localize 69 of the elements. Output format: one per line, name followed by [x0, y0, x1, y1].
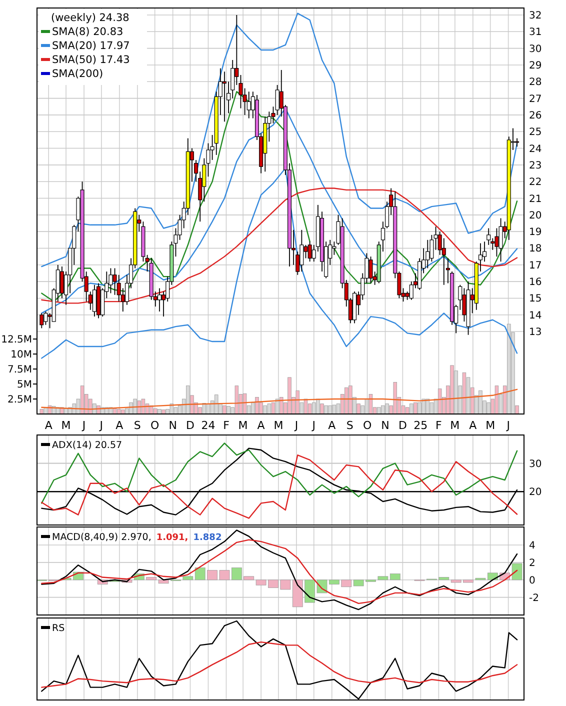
annotation: 1.882	[193, 533, 222, 543]
x-tick-label: J	[506, 419, 510, 432]
legend-label: SMA(8) 20.83	[52, 26, 124, 38]
y-tick-label: 31	[529, 27, 542, 38]
x-tick-label: 24	[201, 419, 216, 432]
y-tick-label: 0	[529, 575, 536, 586]
x-tick-label: 25	[414, 419, 428, 432]
legend-label: RS	[52, 623, 65, 634]
y-tick-label: 15	[529, 294, 542, 305]
y-tick-label: 13	[529, 327, 542, 338]
x-tick-label: J	[81, 419, 86, 432]
x-tick-label: J	[294, 419, 298, 432]
x-tick-label: M	[238, 419, 248, 432]
y-tick-label: 24	[529, 144, 542, 155]
y2-tick-label: 5M	[17, 380, 32, 391]
x-tick-label: F	[436, 419, 442, 432]
legend-label: MACD(8,40,9) 2.970,	[52, 532, 152, 543]
y-tick-label: 26	[529, 110, 542, 122]
x-tick-label: F	[223, 419, 230, 432]
x-tick-label: N	[168, 419, 177, 432]
y2-tick-label: 2.5M	[7, 394, 32, 406]
y-tick-label: 18	[529, 244, 542, 255]
legend-label: SMA(50) 17.43	[52, 54, 130, 66]
y-tick-label: 32	[529, 10, 542, 22]
x-tick-label: J	[98, 419, 104, 432]
y-tick-label: 30	[529, 44, 542, 55]
y-tick-label: 27	[529, 94, 542, 105]
y-tick-label: 19	[529, 227, 542, 238]
y-tick-label: 30	[529, 458, 542, 470]
y-tick-label: 22	[529, 177, 542, 188]
x-tick-label: A	[44, 419, 53, 432]
x-tick-label: M	[450, 419, 460, 432]
x-tick-label: A	[469, 419, 478, 432]
y-tick-label: 29	[529, 60, 542, 72]
legend-label: ADX(14) 20.57	[52, 440, 122, 451]
y-tick-label: 20	[529, 210, 542, 222]
x-tick-label: O	[362, 419, 372, 432]
y-tick-label: 4	[529, 540, 536, 552]
legend-label: SMA(20) 17.97	[52, 40, 130, 52]
y-tick-label: 2	[529, 558, 536, 569]
chart-title: (weekly) 24.38	[51, 12, 130, 24]
x-tick-label: A	[328, 419, 336, 432]
y2-tick-label: 12.5M	[1, 334, 32, 346]
x-tick-label: J	[311, 419, 316, 432]
x-tick-label: A	[116, 419, 124, 432]
y2-tick-label: 10M	[10, 350, 32, 361]
x-tick-label: S	[346, 419, 354, 432]
x-tick-label: M	[274, 419, 284, 432]
text: 1.091,	[156, 533, 188, 543]
x-tick-label: S	[134, 419, 141, 432]
x-tick-label: M	[61, 419, 71, 432]
x-tick-label: O	[150, 419, 160, 432]
x-tick-label: D	[186, 419, 194, 432]
y-tick-label: 17	[529, 260, 542, 272]
y-tick-label: 21	[529, 194, 542, 205]
y-tick-label: 23	[529, 160, 542, 172]
y-tick-label: 25	[529, 127, 542, 138]
y-tick-label: 28	[529, 77, 542, 88]
legend-entry: SMA(200)	[41, 68, 104, 80]
x-tick-label: M	[486, 419, 496, 432]
x-tick-label: D	[398, 419, 407, 432]
y-tick-label: -2	[529, 592, 539, 604]
annotation: SMA(200)	[52, 68, 104, 80]
x-tick-label: A	[257, 419, 266, 432]
y-tick-label: 20	[529, 487, 542, 498]
y-tick-label: 14	[529, 310, 542, 322]
y-tick-label: 16	[529, 277, 542, 288]
x-tick-label: N	[381, 419, 390, 432]
y2-tick-label: 7.5M	[7, 364, 32, 376]
